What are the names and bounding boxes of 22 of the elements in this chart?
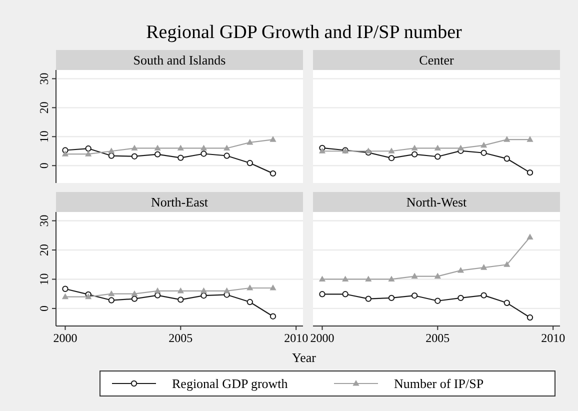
y-tick-label: 20	[37, 244, 51, 256]
chart-subtitle: Center	[419, 52, 454, 68]
chart-subtitle: North-West	[406, 194, 468, 210]
x-tick-label: 2000	[310, 331, 334, 345]
y-tick-label: 0	[37, 162, 51, 169]
x-axis-title: Year	[292, 350, 317, 365]
y-tick-label: 30	[37, 72, 51, 85]
x-tick-label: 2005	[168, 331, 193, 345]
y-tick-label: 10	[37, 130, 51, 143]
y-tick-label: 0	[37, 305, 51, 312]
y-tick-label: 20	[37, 102, 51, 114]
chart-title: Regional GDP Growth and IP/SP number	[146, 22, 463, 43]
x-tick-label: 2010	[541, 331, 566, 345]
x-tick-label: 2005	[426, 331, 450, 345]
y-tick-label: 10	[37, 273, 51, 286]
chart-subtitle: South and Islands	[133, 52, 226, 68]
legend-label: Regional GDP growth	[172, 376, 288, 391]
x-tick-label: 2000	[53, 331, 78, 345]
chart-subtitle: North-East	[150, 194, 208, 210]
x-tick-label: 2010	[284, 331, 308, 345]
legend-label: Number of IP/SP	[394, 376, 484, 391]
y-tick-label: 30	[37, 214, 51, 227]
